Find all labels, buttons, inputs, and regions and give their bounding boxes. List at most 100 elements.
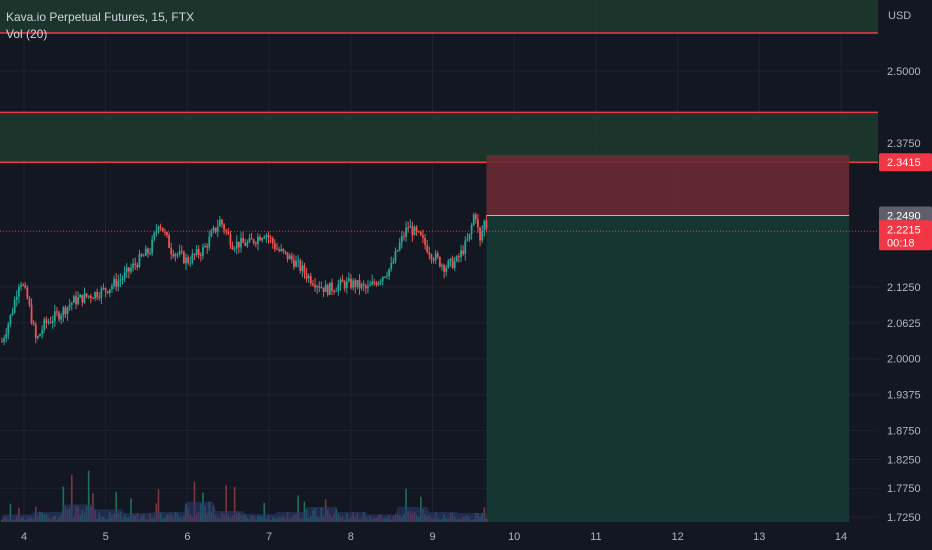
candle-body-212 — [449, 258, 452, 261]
price-tick-2: 2.1250 — [887, 282, 921, 294]
candle-body-67 — [142, 255, 145, 257]
candle-body-9 — [20, 284, 22, 287]
price-axis[interactable]: USD 2.5000 2.3750 2.1250 2.0625 2.0000 1.9375… — [887, 10, 921, 524]
candle-body-227 — [481, 230, 484, 241]
price-tick-9: 1.7250 — [887, 512, 921, 524]
volume-bar-143 — [303, 501, 306, 522]
candle-body-108 — [229, 234, 232, 246]
candle-body-226 — [479, 227, 481, 241]
candle-body-112 — [237, 241, 240, 248]
candle-body-159 — [337, 284, 340, 291]
candle-body-66 — [140, 254, 143, 256]
candle-body-57 — [121, 278, 124, 280]
candle-body-215 — [455, 256, 458, 262]
candle-body-19 — [41, 330, 44, 335]
volume-indicator-title[interactable]: Vol (20) — [6, 27, 48, 41]
candle-body-141 — [299, 260, 302, 272]
candle-body-174 — [369, 284, 371, 287]
candle-body-208 — [441, 265, 443, 267]
candle-body-210 — [445, 267, 448, 272]
candle-body-49 — [104, 287, 107, 292]
candle-body-145 — [307, 275, 310, 279]
symbol-title[interactable]: Kava.io Perpetual Futures, 15, FTX — [6, 10, 195, 24]
candle-body-207 — [438, 257, 441, 267]
price-tick-1: 2.3750 — [887, 138, 921, 150]
candle-body-55 — [117, 280, 120, 287]
candle-body-53 — [113, 279, 115, 286]
candle-body-137 — [290, 255, 293, 260]
candle-body-197 — [417, 231, 420, 233]
candle-body-143 — [303, 265, 306, 274]
candle-body-224 — [474, 214, 477, 220]
candle-body-203 — [430, 254, 433, 260]
candle-body-64 — [136, 264, 139, 268]
volume-bar-106 — [225, 485, 227, 522]
time-tick-8: 12 — [671, 531, 683, 543]
candle-body-15 — [32, 323, 35, 325]
candle-body-106 — [225, 230, 228, 232]
candle-body-213 — [451, 258, 454, 268]
candle-body-154 — [326, 284, 329, 295]
candle-body-148 — [314, 284, 316, 288]
candle-body-35 — [75, 296, 77, 305]
candle-body-187 — [396, 250, 399, 252]
candle-body-31 — [66, 307, 69, 315]
candle-body-4 — [9, 314, 12, 324]
candle-body-45 — [96, 292, 99, 298]
candle-body-92 — [195, 249, 198, 255]
candle-body-169 — [358, 279, 361, 289]
current-price-countdown: 00:18 — [887, 237, 915, 249]
candle-body-184 — [390, 263, 393, 269]
candle-body-42 — [89, 295, 92, 299]
candle-body-89 — [189, 262, 192, 264]
candle-body-129 — [273, 243, 276, 249]
candle-body-221 — [468, 233, 471, 240]
time-tick-7: 11 — [590, 531, 601, 543]
candle-body-59 — [125, 267, 128, 273]
candle-body-185 — [392, 261, 395, 264]
candle-body-101 — [214, 227, 217, 232]
candle-body-139 — [295, 261, 297, 267]
candle-body-121 — [257, 236, 259, 244]
candle-body-191 — [405, 227, 407, 237]
price-tick-3: 2.0625 — [887, 318, 921, 330]
candle-body-113 — [240, 237, 242, 248]
candle-body-12 — [26, 287, 29, 299]
short-position-tool[interactable] — [486, 155, 850, 522]
candle-body-157 — [333, 290, 335, 292]
candle-body-85 — [180, 251, 183, 253]
price-tag-label-0: 2.3415 — [887, 157, 921, 169]
price-candles — [1, 212, 488, 346]
candle-body-50 — [106, 291, 109, 294]
candle-body-201 — [426, 245, 429, 253]
candle-body-97 — [206, 245, 209, 248]
candle-body-171 — [362, 284, 365, 286]
candle-body-100 — [212, 227, 215, 232]
volume-bar-61 — [130, 498, 132, 522]
candle-body-172 — [364, 285, 367, 289]
candle-body-160 — [339, 279, 342, 285]
candle-body-86 — [182, 251, 185, 264]
candle-body-176 — [373, 281, 376, 284]
candle-body-135 — [286, 252, 289, 260]
candle-body-182 — [386, 275, 388, 277]
candle-body-163 — [345, 280, 348, 289]
chart-legend: Kava.io Perpetual Futures, 15, FTX Vol (… — [6, 9, 194, 43]
volume-bar-4 — [9, 503, 12, 522]
current-price-tag-value: 2.2215 — [887, 224, 921, 236]
time-tick-10: 14 — [835, 531, 847, 543]
candle-body-6 — [13, 299, 16, 313]
candle-body-223 — [472, 214, 475, 226]
candle-body-211 — [447, 260, 450, 268]
candle-body-209 — [443, 265, 446, 272]
volume-bar-124 — [263, 502, 266, 522]
time-axis[interactable]: 4 5 6 7 8 9 10 11 12 13 14 — [21, 531, 847, 543]
candle-body-75 — [159, 226, 162, 228]
candle-body-95 — [202, 247, 204, 256]
candle-body-20 — [43, 319, 46, 331]
candle-body-14 — [30, 304, 33, 324]
candle-body-21 — [45, 319, 48, 323]
price-tick-7: 1.8250 — [887, 454, 921, 466]
candle-body-93 — [197, 249, 200, 255]
